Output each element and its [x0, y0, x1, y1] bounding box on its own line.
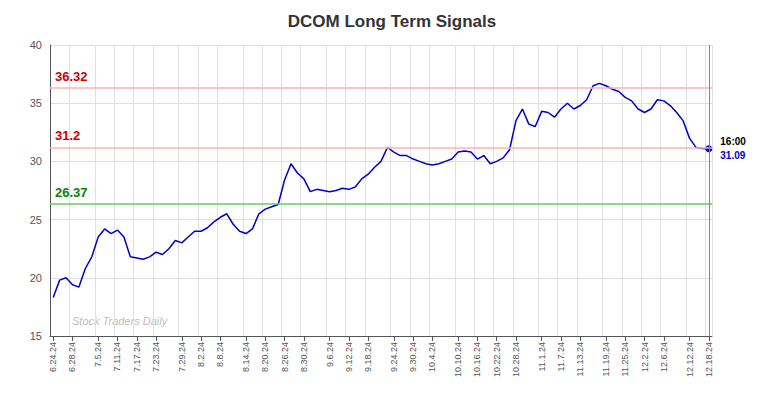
- svg-text:12.18.24: 12.18.24: [704, 342, 714, 377]
- svg-text:8.30.24: 8.30.24: [299, 342, 309, 372]
- svg-text:9.6.24: 9.6.24: [325, 342, 335, 367]
- svg-text:9.30.24: 9.30.24: [408, 342, 418, 372]
- svg-text:10.16.24: 10.16.24: [472, 342, 482, 377]
- svg-text:8.14.24: 8.14.24: [241, 342, 251, 372]
- svg-text:16:00: 16:00: [720, 136, 746, 147]
- svg-text:12.2.24: 12.2.24: [640, 342, 650, 372]
- svg-text:8.8.24: 8.8.24: [215, 342, 225, 367]
- svg-text:30: 30: [30, 155, 42, 167]
- svg-text:35: 35: [30, 97, 42, 109]
- svg-text:26.37: 26.37: [55, 185, 88, 200]
- svg-text:10.4.24: 10.4.24: [427, 342, 437, 372]
- svg-text:10.10.24: 10.10.24: [453, 342, 463, 377]
- svg-text:9.12.24: 9.12.24: [344, 342, 354, 372]
- svg-text:12.6.24: 12.6.24: [659, 342, 669, 372]
- svg-text:7.5.24: 7.5.24: [93, 342, 103, 367]
- svg-text:6.28.24: 6.28.24: [67, 342, 77, 372]
- svg-text:36.32: 36.32: [55, 69, 88, 84]
- svg-text:11.19.24: 11.19.24: [601, 342, 611, 376]
- svg-text:6.24.24: 6.24.24: [48, 342, 58, 372]
- svg-text:7.29.24: 7.29.24: [177, 342, 187, 372]
- svg-text:8.20.24: 8.20.24: [260, 342, 270, 372]
- svg-text:Stock Traders Daily: Stock Traders Daily: [72, 315, 169, 327]
- svg-text:7.11.24: 7.11.24: [112, 342, 122, 371]
- svg-text:9.24.24: 9.24.24: [389, 342, 399, 372]
- svg-text:9.18.24: 9.18.24: [363, 342, 373, 372]
- svg-text:31.09: 31.09: [720, 150, 745, 161]
- svg-text:11.25.24: 11.25.24: [620, 342, 630, 376]
- svg-text:25: 25: [30, 214, 42, 226]
- svg-text:15: 15: [30, 330, 42, 342]
- svg-text:11.13.24: 11.13.24: [575, 342, 585, 376]
- svg-text:7.17.24: 7.17.24: [132, 342, 142, 372]
- svg-text:40: 40: [30, 39, 42, 51]
- svg-text:8.2.24: 8.2.24: [196, 342, 206, 367]
- svg-text:DCOM Long Term Signals: DCOM Long Term Signals: [288, 12, 496, 31]
- svg-text:8.26.24: 8.26.24: [280, 342, 290, 372]
- svg-text:12.12.24: 12.12.24: [685, 342, 695, 377]
- svg-text:11.1.24: 11.1.24: [537, 342, 547, 371]
- svg-text:31.2: 31.2: [55, 128, 80, 143]
- svg-text:11.7.24: 11.7.24: [556, 342, 566, 371]
- svg-text:10.22.24: 10.22.24: [492, 342, 502, 377]
- svg-text:10.28.24: 10.28.24: [511, 342, 521, 377]
- svg-text:7.23.24: 7.23.24: [151, 342, 161, 372]
- svg-text:20: 20: [30, 272, 42, 284]
